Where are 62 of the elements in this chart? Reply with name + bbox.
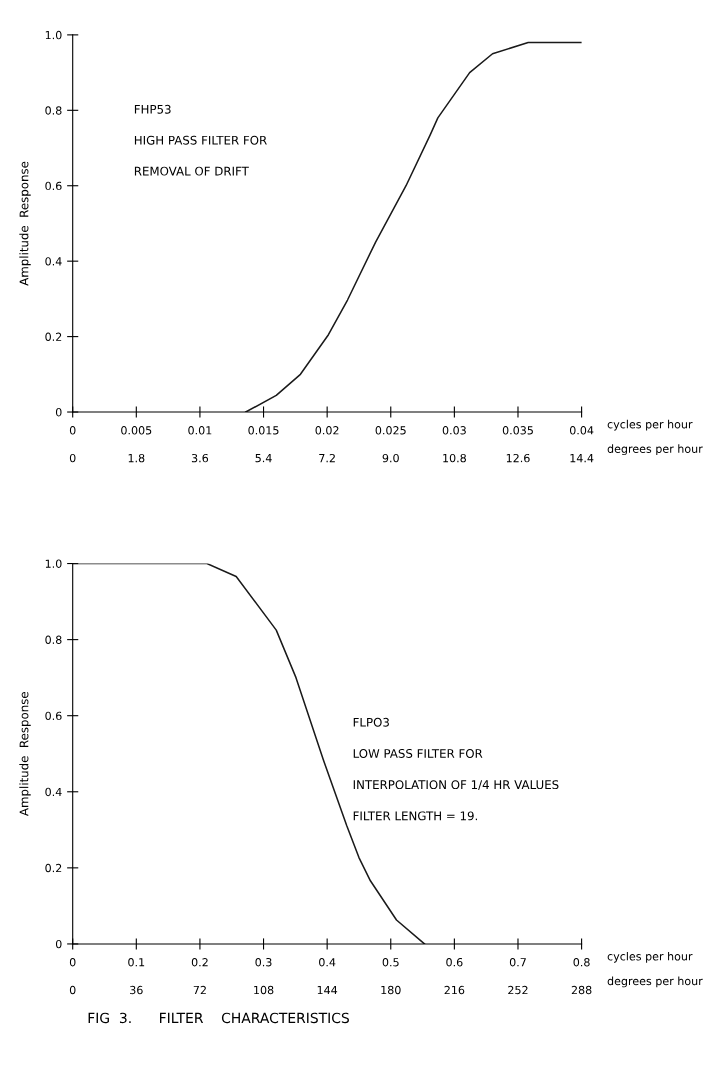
x2-tick-label: 180 [381, 985, 401, 995]
x2-axis-title: degrees per hour [607, 444, 703, 456]
x-tick-label: 0.8 [573, 958, 590, 967]
y-axis-title: Amplitude Response [19, 161, 31, 286]
x2-tick-label: 252 [508, 985, 528, 995]
x2-tick-label: 5.4 [255, 454, 272, 463]
x2-tick-label: 10.8 [443, 453, 466, 463]
y-tick-label: 1.0 [45, 559, 62, 568]
x2-tick-label: 0 [69, 985, 76, 995]
x-tick-label: 0.1 [128, 958, 145, 967]
y-tick-label: 0 [55, 939, 62, 949]
y-tick-label: 0 [55, 407, 62, 417]
y-tick-label: 1.0 [45, 30, 62, 40]
annotation: FILTER LENGTH = 19. [353, 811, 478, 821]
x2-tick-label: 14.4 [570, 454, 594, 463]
x-tick-label: 0.01 [188, 426, 212, 435]
annotation: HIGH PASS FILTER FOR [134, 135, 267, 145]
x-tick-label: 0.7 [509, 958, 526, 967]
annotation: REMOVAL OF DRIFT [134, 166, 249, 176]
y-tick-label: 0.4 [45, 787, 62, 797]
y-axis-title: Amplitude Response [19, 692, 31, 816]
x-tick-label: 0.005 [121, 426, 152, 435]
x-tick-label: 0.02 [315, 426, 339, 435]
x2-tick-label: 0 [69, 453, 76, 463]
x-tick-label: 0.2 [191, 958, 208, 967]
x-tick-label: 0.3 [255, 958, 272, 967]
x-tick-label: 0.4 [319, 958, 336, 967]
x2-tick-label: 1.8 [128, 453, 145, 463]
x-tick-label: 0.015 [248, 426, 279, 435]
x2-tick-label: 144 [317, 985, 338, 995]
x-tick-label: 0.03 [442, 426, 466, 435]
annotation: FLPO3 [353, 717, 389, 727]
x2-tick-label: 9.0 [382, 453, 399, 463]
x2-tick-label: 3.6 [191, 453, 209, 463]
x-tick-label: 0.025 [375, 426, 406, 435]
x2-tick-label: 108 [254, 985, 274, 995]
y-tick-label: 0.2 [45, 332, 62, 341]
x-axis-title: cycles per hour [607, 951, 693, 963]
y-tick-label: 0.8 [45, 635, 62, 644]
x2-tick-label: 7.2 [319, 453, 335, 463]
x-tick-label: 0 [69, 958, 76, 967]
caption: FIG 3. FILTER CHARACTERISTICS [88, 1012, 349, 1024]
annotation: LOW PASS FILTER FOR [353, 748, 483, 758]
x2-tick-label: 288 [571, 985, 592, 995]
x-tick-label: 0.6 [446, 958, 463, 967]
x2-axis-title: degrees per hour [607, 976, 703, 988]
x-tick-label: 0.5 [382, 958, 399, 967]
y-tick-label: 0.2 [45, 863, 62, 873]
x2-tick-label: 12.6 [506, 453, 530, 463]
annotation: INTERPOLATION OF 1/4 HR VALUES [353, 780, 559, 791]
y-tick-label: 0.8 [45, 106, 62, 115]
annotation: FHP53 [134, 104, 171, 114]
y-tick-label: 0.6 [45, 181, 62, 191]
x2-tick-label: 36 [130, 985, 143, 995]
x-axis-title: cycles per hour [607, 419, 693, 431]
x-tick-label: 0.04 [569, 426, 594, 435]
x2-tick-label: 72 [193, 985, 206, 995]
x-tick-label: 0.035 [502, 426, 533, 435]
x2-tick-label: 216 [444, 985, 465, 995]
x-tick-label: 0 [69, 426, 76, 435]
y-tick-label: 0.6 [45, 711, 62, 721]
y-tick-label: 0.4 [45, 257, 62, 266]
